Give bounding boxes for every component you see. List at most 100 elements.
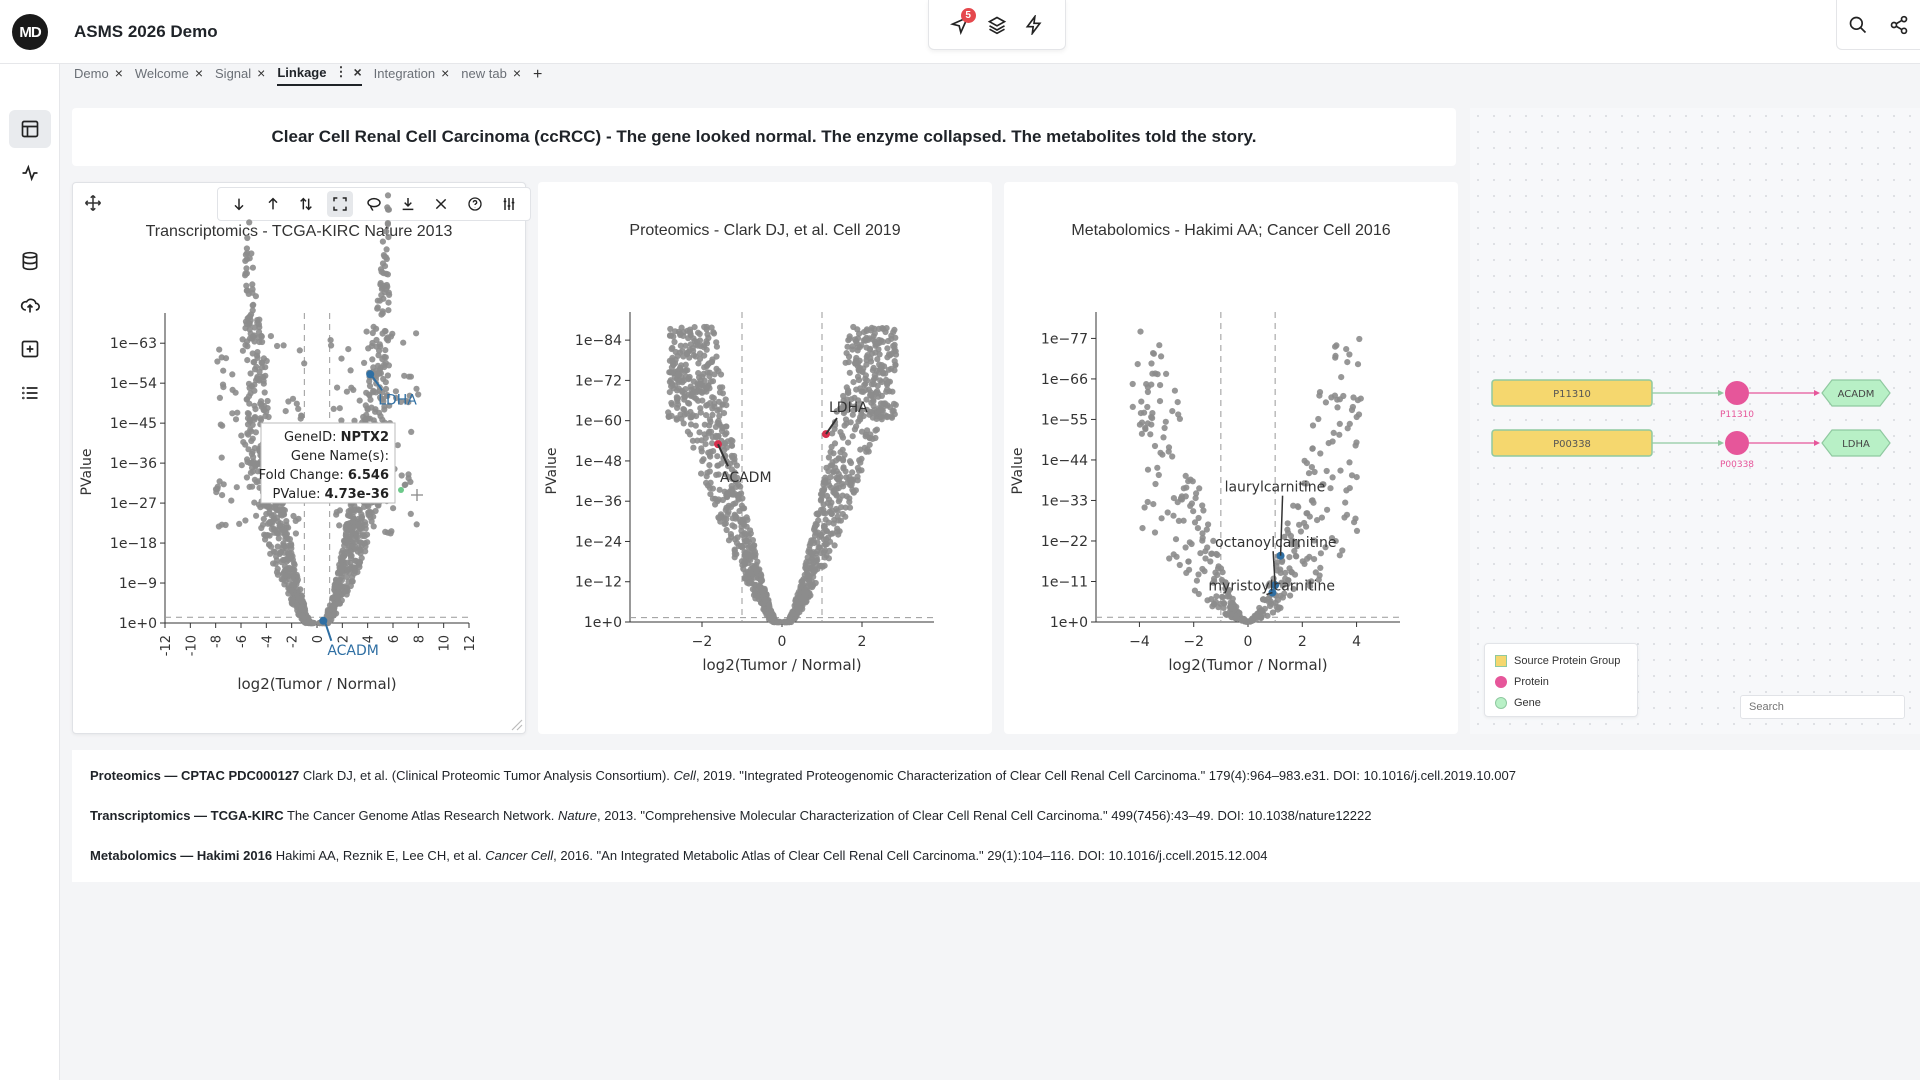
sort-up-button[interactable] (260, 191, 286, 217)
settings-button[interactable] (496, 191, 522, 217)
data-point (242, 441, 249, 448)
data-point (708, 359, 715, 366)
annotation-label: ACADM (327, 643, 379, 659)
sidebar-item-upload[interactable] (9, 286, 51, 324)
sidebar-item-database[interactable] (9, 242, 51, 280)
tab-welcome[interactable]: Welcome × (135, 65, 203, 85)
tab-close-icon[interactable]: × (441, 65, 450, 81)
tab-close-icon[interactable]: × (353, 64, 362, 80)
layers-button[interactable] (983, 11, 1011, 39)
data-point (1148, 360, 1155, 367)
add-tab-button[interactable]: + (533, 66, 543, 83)
data-point (1309, 445, 1316, 452)
lasso-button[interactable] (361, 191, 387, 217)
network-graph-canvas[interactable]: P11310 P11310 ACADM P00338 P00338 LDHA (1470, 108, 1920, 734)
data-point (405, 471, 412, 478)
data-point (706, 451, 713, 458)
data-point (845, 439, 852, 446)
tab-signal[interactable]: Signal × (215, 65, 265, 85)
data-point (1305, 470, 1313, 477)
data-point (714, 433, 721, 440)
sidebar-item-list[interactable] (9, 374, 51, 412)
data-point (1291, 547, 1298, 555)
data-point (1343, 346, 1350, 353)
data-point (1223, 586, 1230, 593)
data-point (408, 428, 415, 435)
node-label: P11310 (1553, 389, 1591, 400)
proteomics-volcano-plot[interactable]: 1e+0 1e−12 1e−24 1e−36 1e−48 1e−60 1e−72 1e−84 −… (538, 182, 992, 734)
data-point (293, 578, 301, 585)
tab-integration[interactable]: Integration × (374, 65, 450, 85)
move-icon[interactable] (81, 191, 105, 215)
tab-new-tab[interactable]: new tab × (461, 65, 521, 85)
tab-linkage[interactable]: Linkage ⋮ × (277, 64, 362, 86)
data-point (330, 405, 337, 412)
sort-both-button[interactable] (293, 191, 319, 217)
share-button[interactable] (1885, 11, 1913, 39)
metabolomics-panel[interactable]: Metabolomics - Hakimi AA; Cancer Cell 20… (1004, 182, 1458, 734)
download-button[interactable] (395, 191, 421, 217)
tab-close-icon[interactable]: × (194, 65, 204, 81)
data-point (1203, 526, 1210, 533)
data-point (249, 350, 256, 357)
navigate-button[interactable]: 5 (946, 7, 976, 39)
resize-handle-icon[interactable] (509, 717, 523, 731)
metabolomics-volcano-plot[interactable]: 1e+0 1e−11 1e−22 1e−33 1e−44 1e−55 1e−66 1e−77 −… (1004, 182, 1458, 734)
graph-search-input[interactable] (1740, 695, 1905, 719)
data-point (384, 192, 392, 199)
data-point (682, 361, 689, 368)
tab-close-icon[interactable]: × (114, 65, 123, 81)
data-point (1186, 539, 1193, 546)
data-point (811, 524, 818, 531)
data-point (868, 391, 875, 398)
sidebar-item-add[interactable] (9, 330, 51, 368)
bolt-button[interactable] (1020, 11, 1048, 39)
data-point (1319, 481, 1326, 488)
data-point (278, 559, 285, 566)
linkage-graph[interactable]: P11310 P11310 ACADM P00338 P00338 LDHA (1470, 108, 1920, 734)
data-point (698, 445, 705, 452)
data-point (249, 335, 256, 342)
transcriptomics-volcano-plot[interactable]: 1e+0 1e−9 1e−18 1e−27 1e−36 1e−45 1e−54 1e−63 -1… (73, 183, 527, 735)
data-point (706, 468, 713, 475)
data-point (254, 468, 261, 475)
data-point (297, 415, 304, 422)
data-point (738, 527, 745, 534)
data-point (849, 433, 856, 440)
center-toolbar: 5 (928, 0, 1066, 50)
crosshair-icon (411, 489, 423, 501)
tab-close-icon[interactable]: × (257, 65, 266, 81)
data-point (293, 400, 300, 407)
tab-close-icon[interactable]: × (512, 65, 522, 81)
data-point (875, 325, 882, 332)
sort-down-button[interactable] (226, 191, 252, 217)
fullscreen-button[interactable] (327, 191, 354, 217)
data-point (827, 474, 834, 481)
data-point (820, 506, 827, 513)
tab-demo[interactable]: Demo × (74, 65, 123, 85)
clear-button[interactable] (428, 191, 454, 217)
tab-menu-icon[interactable]: ⋮ (334, 64, 348, 79)
data-point (336, 600, 343, 607)
data-point (834, 525, 841, 532)
data-point (299, 606, 306, 613)
search-button[interactable] (1844, 11, 1872, 39)
legend-label: Source Protein Group (1514, 654, 1621, 667)
fullscreen-icon (333, 197, 347, 211)
sidebar-item-dashboard[interactable] (9, 110, 51, 148)
data-point (823, 536, 830, 543)
data-point (675, 371, 682, 378)
app-logo[interactable]: MD (12, 14, 48, 50)
sidebar-item-activity[interactable] (9, 154, 51, 192)
help-button[interactable] (462, 191, 488, 217)
data-point (862, 433, 869, 440)
data-point (830, 520, 837, 527)
data-point (1233, 614, 1240, 621)
data-point (749, 586, 756, 593)
data-point (243, 270, 250, 277)
transcriptomics-panel[interactable]: Transcriptomics - TCGA-KIRC Nature 2013 … (72, 182, 531, 735)
data-point (1301, 519, 1308, 527)
data-point (1204, 544, 1211, 551)
legend-label: Gene (1514, 696, 1541, 709)
proteomics-panel[interactable]: Proteomics - Clark DJ, et al. Cell 2019 … (538, 182, 992, 734)
